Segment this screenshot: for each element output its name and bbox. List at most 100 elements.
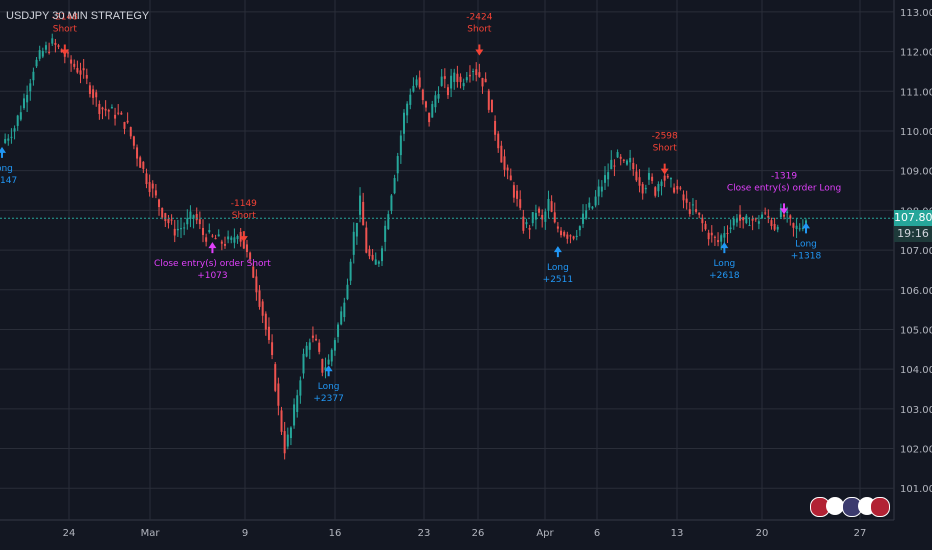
- y-tick-label: 106.000: [900, 286, 932, 297]
- candle-body: [302, 353, 305, 374]
- candle-body: [468, 74, 471, 77]
- candle-body: [7, 138, 10, 141]
- candle-body: [509, 175, 512, 181]
- x-tick-label: 23: [418, 528, 431, 539]
- candle-body: [453, 72, 456, 82]
- candle-body: [406, 103, 409, 116]
- us-flag-icon[interactable]: [870, 497, 890, 517]
- candle-body: [676, 186, 679, 190]
- candle-body: [440, 76, 443, 86]
- candle-body: [792, 223, 795, 228]
- candle-body: [35, 59, 38, 67]
- candle-body: [569, 235, 572, 237]
- candle-body: [647, 173, 650, 180]
- y-tick-label: 104.000: [900, 365, 932, 376]
- candle-body: [723, 233, 726, 238]
- candle-body: [305, 345, 308, 357]
- jp-flag-icon[interactable]: [826, 497, 844, 515]
- candle-body: [682, 194, 685, 201]
- candle-body: [707, 232, 710, 240]
- candle-body: [487, 90, 490, 110]
- candle-body: [136, 147, 139, 159]
- long-arrow-icon: [324, 365, 333, 377]
- candle-body: [767, 216, 770, 218]
- candle-body: [415, 79, 418, 86]
- trade-label: Long: [0, 164, 13, 174]
- candle-body: [710, 232, 713, 236]
- candle-body: [359, 195, 362, 215]
- trade-label: +2618: [709, 271, 740, 281]
- trade-label: Close entry(s) order Long: [727, 183, 841, 193]
- economic-events-strip[interactable]: [810, 487, 890, 517]
- short-arrow-icon: [660, 163, 669, 175]
- trade-label: +2377: [313, 394, 343, 404]
- candle-body: [123, 121, 126, 129]
- candle-body: [333, 340, 336, 351]
- candle-body: [205, 237, 208, 242]
- candle-body: [245, 244, 248, 253]
- y-tick-label: 112.000: [900, 48, 932, 59]
- candle-body: [560, 230, 563, 236]
- y-tick-label: 113.000: [900, 8, 932, 19]
- candle-body: [129, 127, 132, 137]
- candle-body: [503, 156, 506, 170]
- candle-body: [318, 342, 321, 352]
- candle-body: [651, 176, 654, 181]
- candle-body: [437, 94, 440, 99]
- candle-body: [340, 311, 343, 325]
- y-tick-label: 111.000: [900, 87, 932, 98]
- candle-body: [776, 226, 779, 230]
- candle-body: [296, 395, 299, 412]
- candle-body: [622, 159, 625, 161]
- x-tick-label: 6: [594, 528, 600, 539]
- candle-body: [418, 77, 421, 88]
- candle-body: [114, 114, 117, 119]
- candle-body: [198, 219, 201, 225]
- candle-body: [195, 213, 198, 221]
- candle-body: [167, 218, 170, 224]
- candle-body: [255, 276, 258, 293]
- candle-body: [41, 50, 44, 57]
- candle-body: [739, 214, 742, 221]
- trade-label: -2424: [466, 13, 492, 23]
- candle-body: [214, 237, 217, 240]
- candle-body: [54, 42, 57, 45]
- candle-body: [286, 434, 289, 447]
- candle-body: [494, 120, 497, 135]
- candle-body: [164, 213, 167, 222]
- candle-body: [57, 45, 60, 47]
- candle-body: [424, 101, 427, 108]
- candle-body: [669, 178, 672, 180]
- candle-body: [625, 160, 628, 165]
- candle-body: [541, 214, 544, 220]
- candle-body: [258, 290, 261, 307]
- candle-body: [321, 359, 324, 373]
- trade-label: Long: [318, 382, 340, 392]
- candle-body: [465, 77, 468, 81]
- candle-body: [88, 85, 91, 94]
- trade-label: -1319: [771, 171, 797, 181]
- candle-body: [522, 216, 525, 231]
- candle-body: [629, 157, 632, 163]
- candle-body: [233, 237, 236, 243]
- candle-body: [98, 103, 101, 115]
- candle-body: [73, 63, 76, 67]
- candle-body: [754, 218, 757, 220]
- candle-body: [92, 89, 95, 98]
- candle-body: [327, 359, 330, 365]
- candle-body: [773, 223, 776, 230]
- candle-body: [132, 136, 135, 146]
- candle-body: [534, 212, 537, 220]
- candle-body: [795, 225, 798, 229]
- candle-body: [531, 212, 534, 224]
- candle-body: [607, 172, 610, 180]
- candle-body: [110, 106, 113, 109]
- candle-body: [443, 76, 446, 79]
- candle-body: [315, 338, 318, 341]
- candle-body: [525, 222, 528, 225]
- bar-countdown-tag: 19:16: [894, 226, 932, 243]
- candle-body: [183, 227, 186, 229]
- candle-body: [126, 120, 129, 123]
- candle-body: [384, 225, 387, 242]
